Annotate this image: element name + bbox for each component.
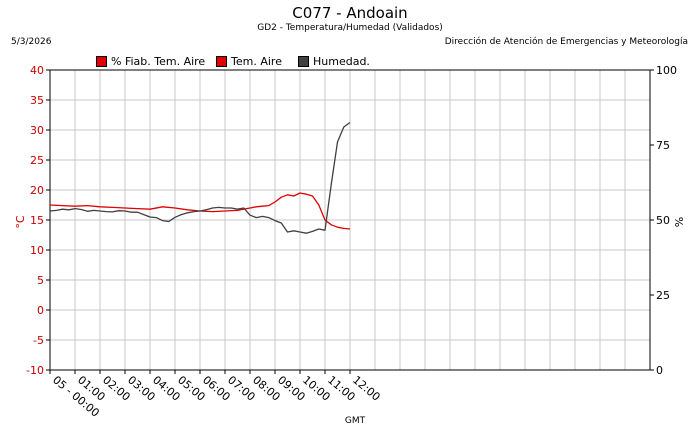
legend-label-humidity: Humedad. bbox=[313, 55, 370, 68]
y-left-tick-label: 35 bbox=[30, 94, 44, 107]
legend-item-humidity: Humedad. bbox=[298, 55, 370, 68]
x-tick-label: 06:00 bbox=[200, 373, 233, 403]
x-tick-label: 12:00 bbox=[350, 373, 383, 403]
series-line-humedad bbox=[49, 121, 351, 234]
y-left-tick-label: -5 bbox=[33, 334, 44, 347]
y-right-tick-label: 0 bbox=[656, 364, 663, 377]
chart-subtitle: GD2 - Temperatura/Humedad (Validados) bbox=[257, 23, 443, 33]
legend-item-fiab: % Fiab. Tem. Aire bbox=[96, 55, 205, 68]
legend-label-fiab: % Fiab. Tem. Aire bbox=[111, 55, 206, 68]
x-axis-label: GMT bbox=[344, 416, 366, 426]
chart-title: C077 - Andoain bbox=[292, 4, 408, 22]
y-left-tick-label: 30 bbox=[30, 124, 44, 137]
y-left-tick-label: 40 bbox=[30, 64, 44, 77]
x-tick-label: 10:00 bbox=[300, 373, 333, 403]
y-left-tick-label: 0 bbox=[37, 304, 44, 317]
y-right-tick-label: 100 bbox=[656, 64, 677, 77]
legend-item-temp: Tem. Aire bbox=[216, 55, 282, 68]
y-right-axis-title: % bbox=[673, 217, 686, 227]
y-left-tick-label: 5 bbox=[37, 274, 44, 287]
legend-swatch-temp bbox=[216, 56, 227, 67]
x-tick-label: 08:00 bbox=[250, 373, 283, 403]
legend-swatch-fiab bbox=[96, 56, 107, 67]
x-tick-label: 05:00 bbox=[175, 373, 208, 403]
y-left-tick-label: 25 bbox=[30, 154, 44, 167]
legend-label-temp: Tem. Aire bbox=[231, 55, 282, 68]
y-right-tick-label: 75 bbox=[656, 139, 670, 152]
y-left-tick-label: 20 bbox=[30, 184, 44, 197]
y-left-tick-label: 15 bbox=[30, 214, 44, 227]
y-left-tick-label: -10 bbox=[26, 364, 44, 377]
x-tick-label: 11:00 bbox=[325, 373, 358, 403]
series-line-tem-aire bbox=[49, 192, 351, 230]
x-tick-label: 07:00 bbox=[225, 373, 258, 403]
x-tick-label: 03:00 bbox=[125, 373, 158, 403]
date-label: 5/3/2026 bbox=[11, 37, 52, 47]
y-left-tick-label: 10 bbox=[30, 244, 44, 257]
x-tick-label: 02:00 bbox=[100, 373, 133, 403]
x-tick-label: 04:00 bbox=[150, 373, 183, 403]
legend-swatch-humidity bbox=[298, 56, 309, 67]
y-right-tick-label: 25 bbox=[656, 289, 670, 302]
y-left-axis-title: °C bbox=[14, 215, 27, 229]
organization-label: Dirección de Atención de Emergencias y M… bbox=[444, 37, 688, 47]
y-right-tick-label: 50 bbox=[656, 214, 670, 227]
x-tick-label: 09:00 bbox=[275, 373, 308, 403]
